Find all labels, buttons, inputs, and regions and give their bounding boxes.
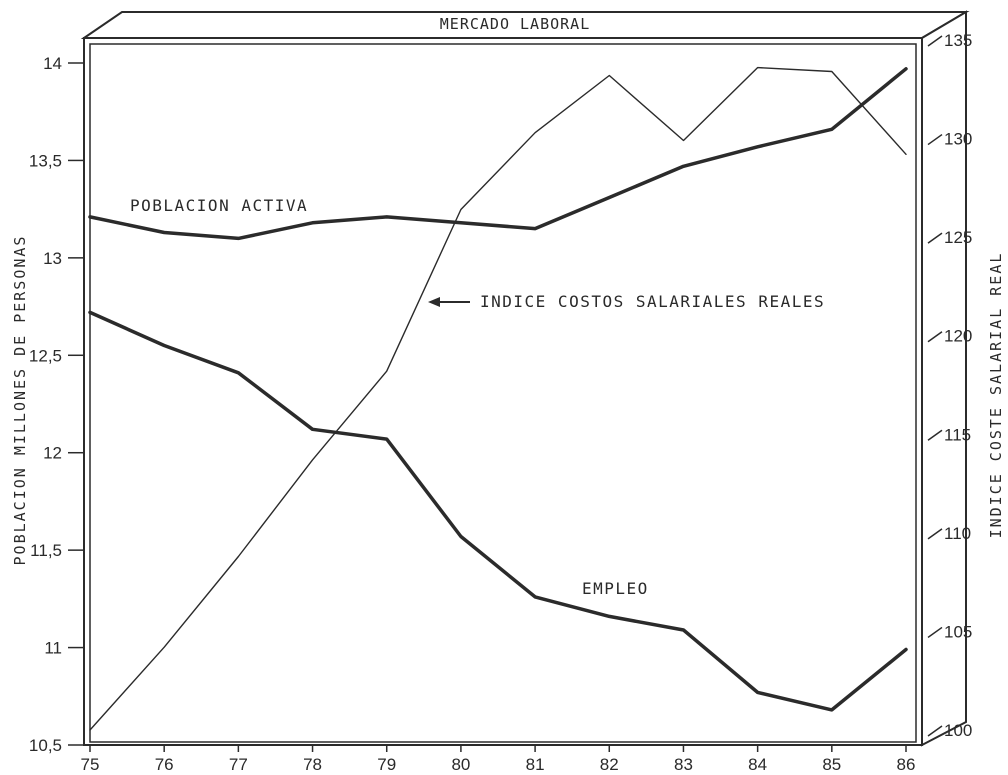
series-poblacion-activa-line	[88, 67, 908, 241]
series-indice-costos-line	[89, 66, 907, 731]
y-right-tick	[927, 232, 943, 244]
y-left-tick-label: 11,5	[30, 541, 62, 560]
x-tick-label: 76	[155, 755, 174, 774]
x-axis: 75 76 77 78 79 80 81 82 83 84 85 86	[81, 745, 916, 774]
x-tick-label: 82	[600, 755, 619, 774]
chart-title: MERCADO LABORAL	[440, 15, 590, 33]
x-tick-label: 77	[229, 755, 248, 774]
label-empleo: EMPLEO	[582, 579, 649, 598]
x-tick-label: 79	[377, 755, 396, 774]
y-left-tick-label: 12	[43, 444, 62, 463]
frame-front-outer	[83, 37, 923, 746]
label-poblacion-activa: POBLACION ACTIVA	[130, 196, 308, 215]
y-right-tick-label: 125	[944, 228, 972, 247]
y-right-tick-label: 130	[944, 130, 972, 149]
y-axis-left: 10,5 11 11,5 12 12,5 13 13,5 14	[29, 54, 84, 755]
y-right-tick-label: 110	[944, 524, 971, 543]
y-right-tick-label: 100	[944, 721, 972, 740]
y-right-tick-label: 120	[944, 327, 972, 346]
y-right-tick	[927, 528, 943, 540]
x-tick-label: 86	[897, 755, 916, 774]
y-right-tick	[927, 429, 943, 441]
chart-frame	[80, 10, 970, 747]
x-tick-label: 75	[81, 755, 100, 774]
series-empleo-line	[88, 310, 908, 712]
y-axis-right-label: INDICE COSTE SALARIAL REAL	[987, 252, 1005, 539]
y-right-tick-label: 105	[944, 622, 972, 641]
x-tick-label: 84	[748, 755, 767, 774]
x-tick-label: 78	[303, 755, 322, 774]
y-axis-right: 100 105 110 115 120 125 130 135	[927, 31, 972, 740]
y-right-tick	[927, 725, 943, 737]
y-left-tick-label: 10,5	[29, 736, 62, 755]
series-layer	[88, 66, 908, 731]
y-right-tick-label: 135	[944, 31, 972, 50]
y-axis-left-label: POBLACION MILLONES DE PERSONAS	[11, 235, 29, 566]
x-tick-label: 85	[822, 755, 841, 774]
x-tick-label: 81	[526, 755, 545, 774]
y-left-tick-label: 12,5	[29, 346, 62, 365]
y-left-tick-label: 11	[44, 639, 62, 658]
y-left-tick-label: 13	[43, 249, 62, 268]
series-labels: POBLACION ACTIVA EMPLEO INDICE COSTOS SALA…	[130, 196, 825, 598]
y-left-tick-label: 13,5	[29, 151, 62, 170]
y-right-tick	[927, 133, 943, 146]
label-arrow-head	[428, 297, 440, 307]
x-tick-label: 80	[451, 755, 470, 774]
x-tick-label: 83	[674, 755, 693, 774]
label-indice-costos: INDICE COSTOS SALARIALES REALES	[480, 292, 825, 311]
y-right-tick	[927, 626, 943, 639]
y-right-tick	[927, 331, 943, 343]
y-right-tick	[927, 35, 943, 47]
frame-front-inner	[89, 43, 917, 743]
y-left-tick-label: 14	[43, 54, 62, 73]
y-right-tick-label: 115	[944, 425, 971, 444]
